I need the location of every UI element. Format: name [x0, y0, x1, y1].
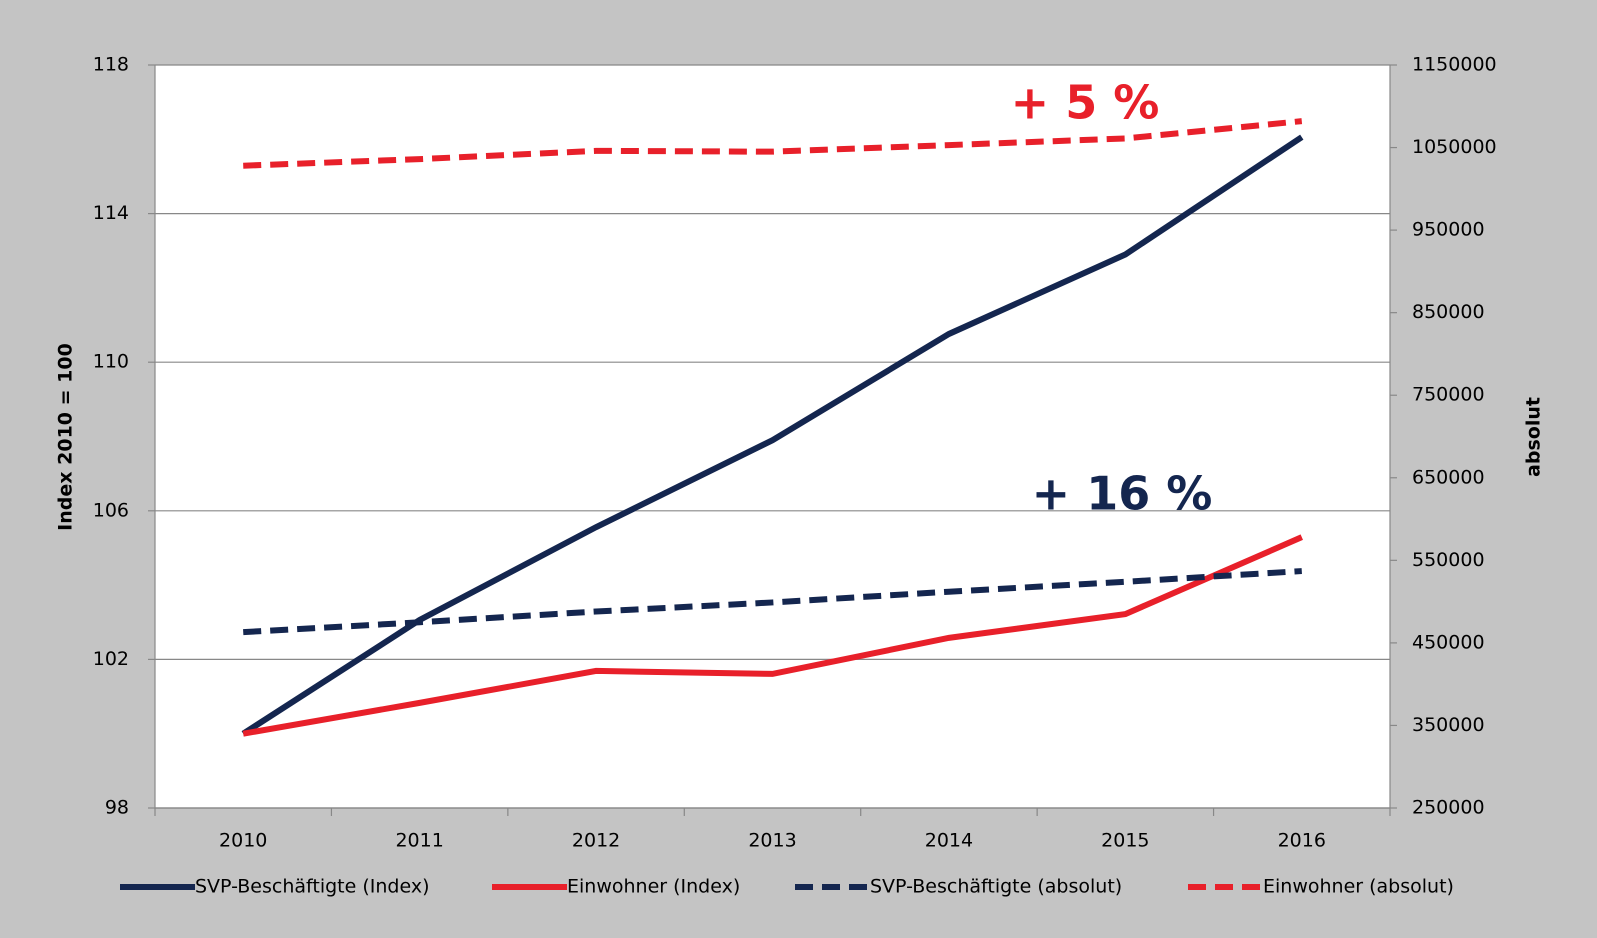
y2-tick-label: 850000 — [1412, 301, 1485, 323]
legend-label: SVP-Beschäftigte (Index) — [195, 876, 430, 898]
y-tick-label: 118 — [93, 54, 129, 76]
y-tick-label: 114 — [93, 202, 129, 224]
x-tick-label: 2010 — [219, 830, 267, 852]
y2-tick-label: 1150000 — [1412, 54, 1497, 76]
y-tick-label: 102 — [93, 648, 129, 670]
y2-axis-label: absolut — [1523, 397, 1545, 477]
annotation: + 5 % — [1011, 76, 1160, 130]
x-tick-label: 2013 — [748, 830, 796, 852]
y2-tick-label: 750000 — [1412, 384, 1485, 406]
x-tick-label: 2011 — [395, 830, 443, 852]
y2-tick-label: 650000 — [1412, 466, 1485, 488]
y2-tick-label: 350000 — [1412, 714, 1485, 736]
series-line — [243, 568, 1302, 636]
series-line — [242, 534, 1303, 737]
x-tick-label: 2016 — [1278, 830, 1326, 852]
x-tick-label: 2012 — [572, 830, 620, 852]
y-tick-label: 106 — [93, 499, 129, 521]
y2-tick-label: 1050000 — [1412, 136, 1497, 158]
y-tick-label: 110 — [93, 351, 129, 373]
annotation: + 16 % — [1032, 467, 1213, 521]
y2-tick-label: 450000 — [1412, 631, 1485, 653]
plot-area — [155, 65, 1390, 808]
y2-tick-label: 250000 — [1412, 797, 1485, 819]
legend-label: SVP-Beschäftigte (absolut) — [870, 876, 1122, 898]
y2-tick-label: 950000 — [1412, 219, 1485, 241]
y-axis-label: Index 2010 = 100 — [55, 343, 77, 531]
x-tick-label: 2014 — [925, 830, 973, 852]
y-tick-label: 98 — [105, 797, 129, 819]
x-tick-label: 2015 — [1101, 830, 1149, 852]
legend-label: Einwohner (Index) — [567, 876, 740, 898]
legend-label: Einwohner (absolut) — [1263, 876, 1454, 898]
y2-tick-label: 550000 — [1412, 549, 1485, 571]
series-line — [243, 118, 1303, 169]
